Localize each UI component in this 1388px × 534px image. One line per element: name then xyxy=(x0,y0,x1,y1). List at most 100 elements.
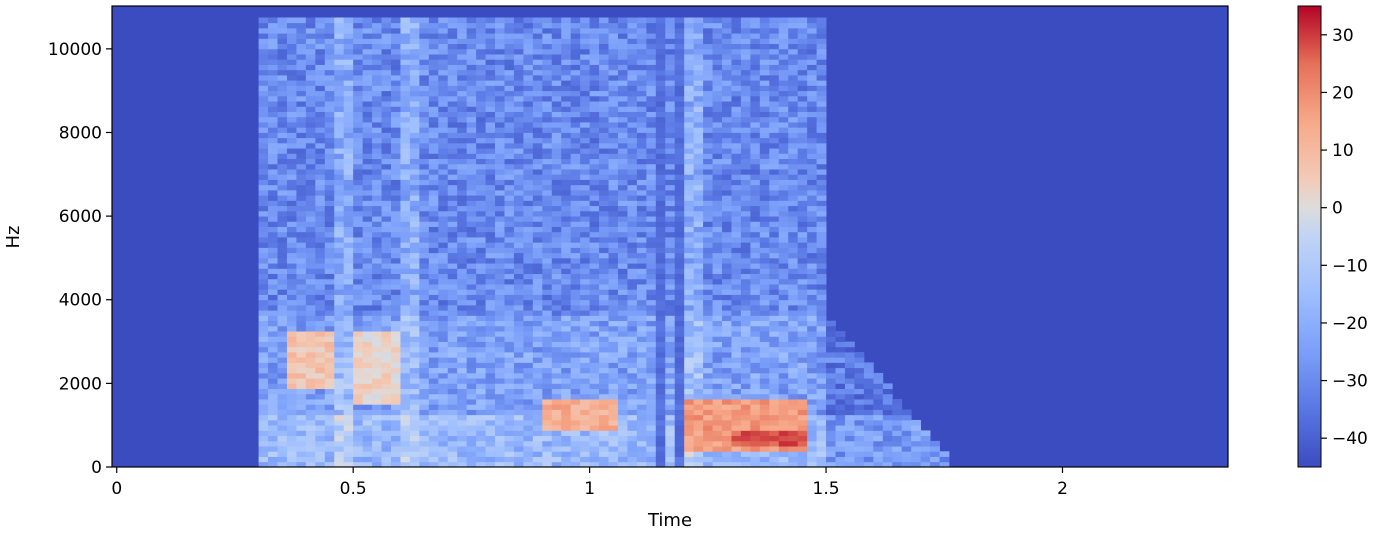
spectrogram-cell xyxy=(570,231,581,238)
spectrogram-cell xyxy=(627,116,638,123)
spectrogram-cell xyxy=(788,69,799,76)
spectrogram-cell xyxy=(305,95,316,102)
spectrogram-cell xyxy=(740,242,751,248)
spectrogram-cell xyxy=(457,231,468,238)
spectrogram-cell xyxy=(759,299,770,306)
spectrogram-cell xyxy=(636,17,647,24)
spectrogram-cell xyxy=(362,237,373,243)
spectrogram-cell xyxy=(513,273,524,280)
spectrogram-cell xyxy=(674,331,685,337)
spectrogram-cell xyxy=(740,132,751,139)
spectrogram-cell xyxy=(750,95,761,102)
spectrogram-cell xyxy=(627,132,638,139)
spectrogram-cell xyxy=(277,90,288,97)
spectrogram-cell xyxy=(495,163,505,170)
spectrogram-cell xyxy=(286,122,297,128)
spectrogram-cell xyxy=(381,242,392,248)
spectrogram-cell xyxy=(362,17,373,24)
spectrogram-cell xyxy=(655,268,666,275)
spectrogram-cell xyxy=(646,153,657,160)
spectrogram-cell xyxy=(457,247,468,254)
spectrogram-cell xyxy=(684,163,695,170)
spectrogram-cell xyxy=(599,216,609,222)
spectrogram-cell xyxy=(428,122,439,128)
spectrogram-cell xyxy=(438,435,449,442)
spectrogram-cell xyxy=(617,268,628,275)
spectrogram-cell xyxy=(372,325,382,332)
spectrogram-cell xyxy=(580,59,591,65)
spectrogram-cell xyxy=(513,352,524,358)
spectrogram-cell xyxy=(561,22,572,29)
spectrogram-cell xyxy=(712,299,723,306)
spectrogram-cell xyxy=(315,74,326,81)
spectrogram-cell xyxy=(485,132,496,139)
spectrogram-cell xyxy=(466,341,477,348)
spectrogram-cell xyxy=(391,252,401,259)
spectrogram-cell xyxy=(759,184,770,191)
spectrogram-cell xyxy=(428,242,439,248)
spectrogram-cell xyxy=(561,252,572,259)
spectrogram-cell xyxy=(381,237,392,243)
spectrogram-cell xyxy=(334,320,345,327)
spectrogram-cell xyxy=(551,409,562,416)
spectrogram-cell xyxy=(504,284,515,290)
spectrogram-cell xyxy=(277,325,288,332)
spectrogram-cell xyxy=(362,179,373,186)
spectrogram-cell xyxy=(693,399,704,405)
spectrogram-cell xyxy=(655,74,666,81)
spectrogram-cell xyxy=(495,43,505,50)
spectrogram-cell xyxy=(476,22,486,29)
spectrogram-cell xyxy=(551,132,562,139)
spectrogram-cell xyxy=(532,440,543,447)
spectrogram-cell xyxy=(372,184,382,191)
spectrogram-cell xyxy=(693,362,704,369)
spectrogram-cell xyxy=(286,378,297,384)
spectrogram-cell xyxy=(627,158,638,165)
spectrogram-cell xyxy=(315,33,326,39)
spectrogram-cell xyxy=(617,195,628,201)
spectrogram-cell xyxy=(712,362,723,369)
spectrogram-cell xyxy=(372,122,382,128)
spectrogram-cell xyxy=(315,310,326,316)
spectrogram-cell xyxy=(324,263,335,269)
spectrogram-cell xyxy=(788,179,799,186)
spectrogram-cell xyxy=(551,419,562,426)
spectrogram-cell xyxy=(636,393,647,400)
spectrogram-cell xyxy=(495,122,505,128)
spectrogram-cell xyxy=(674,419,685,426)
spectrogram-cell xyxy=(485,461,496,467)
spectrogram-cell xyxy=(419,425,430,431)
spectrogram-cell xyxy=(655,336,666,342)
spectrogram-cell xyxy=(769,69,780,76)
spectrogram-cell xyxy=(532,43,543,50)
spectrogram-cell xyxy=(258,289,269,295)
spectrogram-cell xyxy=(561,38,572,45)
spectrogram-cell xyxy=(542,446,553,452)
spectrogram-cell xyxy=(703,289,713,295)
spectrogram-cell xyxy=(428,383,439,389)
spectrogram-cell xyxy=(476,111,486,118)
spectrogram-cell xyxy=(665,90,676,97)
spectrogram-cell xyxy=(523,409,534,416)
spectrogram-cell xyxy=(778,195,789,201)
spectrogram-cell xyxy=(504,440,515,447)
spectrogram-cell xyxy=(532,435,543,442)
spectrogram-cell xyxy=(268,362,278,369)
spectrogram-cell xyxy=(731,163,742,170)
spectrogram-cell xyxy=(457,346,468,353)
spectrogram-cell xyxy=(286,367,297,374)
spectrogram-cell xyxy=(343,226,354,233)
spectrogram-cell xyxy=(343,263,354,269)
spectrogram-cell xyxy=(674,320,685,327)
spectrogram-cell xyxy=(703,163,713,170)
spectrogram-cell xyxy=(362,310,373,316)
spectrogram-cell xyxy=(684,409,695,416)
spectrogram-cell xyxy=(599,378,609,384)
spectrogram-cell xyxy=(286,54,297,60)
spectrogram-cell xyxy=(759,90,770,97)
spectrogram-cell xyxy=(438,33,449,39)
spectrogram-cell xyxy=(286,456,297,463)
spectrogram-cell xyxy=(722,74,732,81)
spectrogram-cell xyxy=(258,22,269,29)
spectrogram-cell xyxy=(617,273,628,280)
